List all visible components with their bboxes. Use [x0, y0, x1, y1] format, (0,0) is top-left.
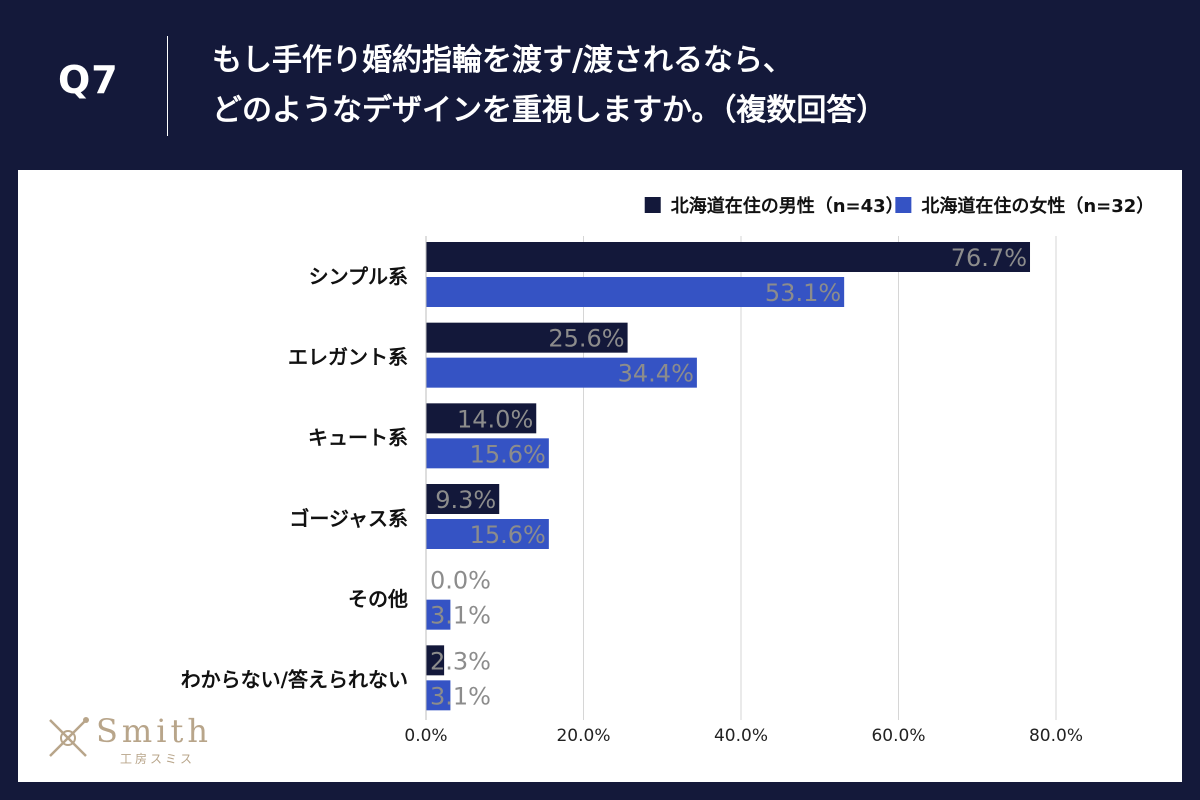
value-label: 25.6%: [548, 325, 624, 353]
header: Q7 もし手作り婚約指輪を渡す/渡されるなら、 どのようなデザインを重視しますか…: [0, 0, 1200, 170]
bar-male: [426, 403, 537, 434]
ring-cross-icon: [49, 717, 89, 757]
logo-wordmark: Smith: [96, 712, 212, 750]
value-label: 9.3%: [435, 486, 496, 514]
value-label: 3.1%: [430, 602, 491, 630]
category-label: ゴージャス系: [289, 506, 408, 530]
bar-female: [426, 680, 451, 711]
x-tick-label: 80.0%: [1029, 726, 1083, 746]
question-text: もし手作り婚約指輪を渡す/渡されるなら、 どのようなデザインを重視しますか。（複…: [212, 36, 886, 136]
logo-subtitle: 工房スミス: [120, 752, 196, 766]
x-tick-label: 60.0%: [871, 726, 925, 746]
legend-label: 北海道在住の男性（n=43）: [671, 195, 904, 217]
bar-male: [426, 242, 1031, 272]
bar-male: [426, 322, 628, 353]
bar-male: [426, 645, 445, 676]
legend-swatch: [644, 197, 661, 213]
bar-female: [426, 599, 451, 630]
category-label: わからない/答えられない: [181, 668, 408, 692]
value-label: 14.0%: [457, 405, 533, 433]
value-label: 15.6%: [470, 440, 546, 468]
question-line-2: どのようなデザインを重視しますか。（複数回答）: [212, 93, 887, 128]
bar-female: [426, 519, 549, 549]
question-line-1: もし手作り婚約指輪を渡す/渡されるなら、: [212, 43, 793, 78]
value-label: 3.1%: [430, 682, 491, 710]
value-label: 34.4%: [618, 360, 694, 388]
bar-male: [426, 484, 500, 514]
x-tick-label: 20.0%: [556, 726, 610, 746]
bar-female: [426, 277, 845, 307]
value-label: 0.0%: [430, 567, 491, 595]
category-label: エレガント系: [288, 345, 408, 369]
bar-female: [426, 357, 697, 388]
x-tick-label: 40.0%: [714, 726, 768, 746]
header-divider: [167, 36, 168, 136]
x-tick-label: 0.0%: [404, 726, 447, 746]
category-label: キュート系: [308, 426, 408, 450]
question-number: Q7: [58, 58, 119, 102]
value-label: 76.7%: [951, 244, 1027, 272]
brand-logo: Smith 工房スミス: [42, 712, 232, 766]
legend-label: 北海道在住の女性（n=32）: [921, 195, 1154, 217]
legend-swatch: [895, 197, 912, 213]
category-label: シンプル系: [309, 264, 408, 288]
value-label: 15.6%: [470, 521, 546, 549]
category-label: その他: [348, 587, 408, 611]
value-label: 2.3%: [430, 647, 491, 675]
bar-female: [426, 438, 549, 469]
value-label: 53.1%: [765, 279, 841, 307]
